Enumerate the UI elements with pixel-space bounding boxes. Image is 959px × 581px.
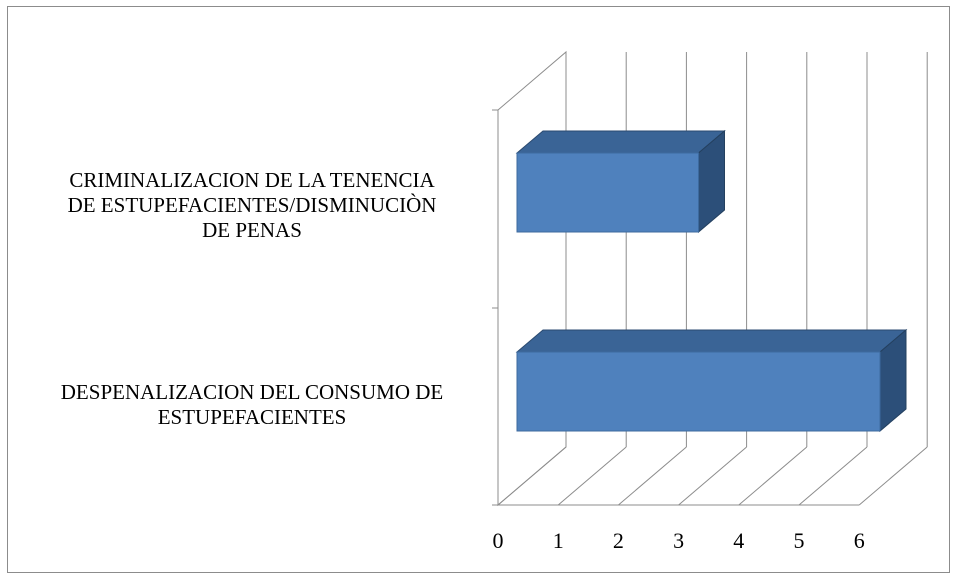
x-tick-label-5: 5	[794, 528, 805, 553]
left-wall	[497, 50, 567, 507]
bar-0	[516, 152, 699, 233]
floor-line-3	[678, 446, 747, 506]
bar-1	[516, 351, 881, 432]
category-label-despenalizacion: DESPENALIZACION DEL CONSUMO DE ESTUPEFAC…	[60, 380, 444, 429]
floor-line-6	[858, 446, 928, 506]
floor-line-2	[618, 446, 687, 506]
x-tick-label-6: 6	[854, 528, 865, 553]
x-tick-label-4: 4	[733, 528, 744, 553]
floor-line-4	[738, 446, 808, 506]
x-tick-label-2: 2	[613, 528, 624, 553]
x-tick-label-0: 0	[493, 528, 504, 553]
bar-0-top	[515, 130, 726, 154]
category-label-criminalizacion: CRIMINALIZACION DE LA TENENCIA DE ESTUPE…	[67, 168, 437, 242]
chart-frame	[7, 6, 950, 573]
floor-line-5	[798, 446, 868, 506]
x-tick-label-3: 3	[673, 528, 684, 553]
floor-line-1	[557, 446, 627, 506]
floor-line-0	[497, 446, 567, 506]
x-tick-label-1: 1	[553, 528, 564, 553]
bar-1-top	[515, 329, 908, 353]
